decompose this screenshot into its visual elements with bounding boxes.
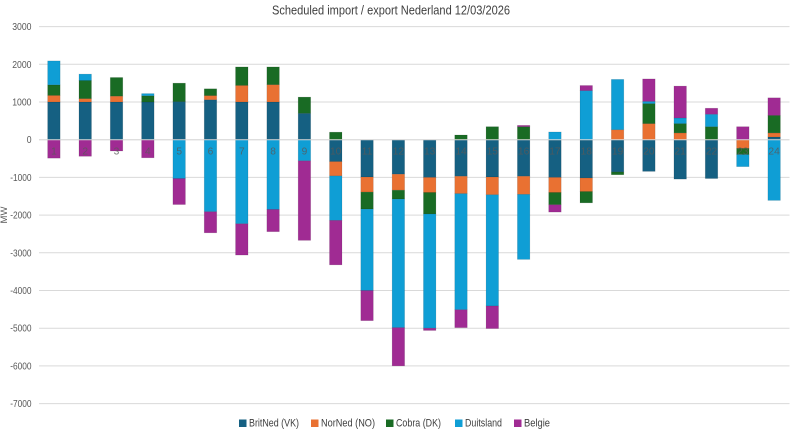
svg-text:BritNed (VK): BritNed (VK) <box>249 418 299 430</box>
svg-text:Duitsland: Duitsland <box>465 418 502 430</box>
svg-text:13: 13 <box>424 147 436 158</box>
svg-text:17: 17 <box>549 147 561 158</box>
svg-text:16: 16 <box>518 147 530 158</box>
svg-text:-7000: -7000 <box>10 399 32 410</box>
svg-text:12: 12 <box>393 147 405 158</box>
svg-text:4: 4 <box>145 147 151 158</box>
svg-text:-5000: -5000 <box>10 324 32 335</box>
svg-text:14: 14 <box>455 147 467 158</box>
svg-text:24: 24 <box>768 147 780 158</box>
svg-text:MW: MW <box>0 207 10 224</box>
svg-text:3000: 3000 <box>12 22 32 33</box>
svg-text:-1000: -1000 <box>10 173 32 184</box>
svg-text:19: 19 <box>612 147 624 158</box>
svg-text:21: 21 <box>675 147 687 158</box>
svg-text:3: 3 <box>114 147 120 158</box>
svg-text:23: 23 <box>737 147 749 158</box>
svg-text:-3000: -3000 <box>10 248 32 259</box>
svg-text:6: 6 <box>208 147 214 158</box>
svg-text:Cobra (DK): Cobra (DK) <box>396 418 441 430</box>
svg-text:Belgie: Belgie <box>524 418 550 430</box>
svg-text:18: 18 <box>581 147 593 158</box>
svg-text:-2000: -2000 <box>10 211 32 222</box>
svg-text:-6000: -6000 <box>10 361 32 372</box>
svg-text:8: 8 <box>270 147 276 158</box>
svg-text:15: 15 <box>487 147 499 158</box>
svg-text:2: 2 <box>82 147 88 158</box>
svg-text:20: 20 <box>643 147 655 158</box>
svg-text:1: 1 <box>51 147 57 158</box>
svg-text:7: 7 <box>239 147 245 158</box>
svg-text:2000: 2000 <box>12 60 32 71</box>
svg-text:9: 9 <box>302 147 308 158</box>
svg-text:5: 5 <box>176 147 182 158</box>
svg-text:NorNed (NO): NorNed (NO) <box>321 418 375 430</box>
svg-text:11: 11 <box>362 147 373 158</box>
svg-text:-4000: -4000 <box>10 286 32 297</box>
svg-text:10: 10 <box>330 147 342 158</box>
svg-text:1000: 1000 <box>12 98 32 109</box>
svg-text:22: 22 <box>706 147 718 158</box>
svg-text:0: 0 <box>27 135 32 146</box>
svg-text:Scheduled import / export Nede: Scheduled import / export Nederland 12/0… <box>272 3 510 18</box>
